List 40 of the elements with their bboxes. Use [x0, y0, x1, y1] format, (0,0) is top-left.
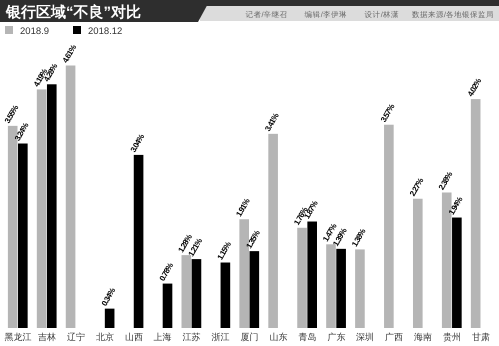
x-tick-label: 吉林 — [38, 332, 56, 342]
legend-label: 2018.12 — [88, 26, 122, 37]
x-tick-label: 山西 — [124, 332, 143, 342]
x-tick-label: 甘肃 — [472, 332, 490, 342]
x-tick-label: 江苏 — [182, 332, 201, 342]
bar — [250, 251, 260, 328]
bar — [192, 259, 202, 328]
legend-label: 2018.9 — [20, 26, 50, 37]
bar — [46, 84, 57, 328]
x-tick-label: 贵州 — [443, 332, 462, 342]
bar — [134, 154, 144, 328]
bar — [452, 218, 462, 328]
x-tick-label: 厦门 — [240, 332, 258, 342]
x-tick-label: 青岛 — [298, 332, 316, 342]
bar — [104, 308, 114, 328]
x-tick-label: 深圳 — [356, 332, 374, 342]
x-tick-label: 浙江 — [212, 332, 230, 342]
x-tick-label: 山东 — [269, 332, 288, 342]
bar — [66, 66, 76, 328]
chart-title: 银行区域“不良”对比 — [5, 3, 141, 21]
x-tick-label: 黑龙江 — [4, 332, 32, 342]
bar — [182, 255, 192, 328]
x-tick-label: 辽宁 — [66, 332, 85, 342]
x-tick-label: 海南 — [414, 332, 432, 342]
bar — [18, 144, 28, 328]
bar — [268, 134, 278, 328]
bar — [162, 284, 172, 328]
bar — [297, 228, 307, 328]
bar — [307, 222, 317, 328]
x-tick-label: 上海 — [154, 332, 172, 342]
bar — [412, 198, 423, 328]
bar — [220, 262, 230, 328]
bar — [355, 249, 365, 328]
bar — [384, 124, 394, 328]
bar — [470, 99, 480, 328]
bar — [36, 89, 46, 328]
x-tick-label: 广西 — [385, 332, 404, 342]
bar — [336, 248, 346, 328]
x-tick-label: 广东 — [327, 332, 346, 342]
x-tick-label: 北京 — [96, 332, 114, 342]
